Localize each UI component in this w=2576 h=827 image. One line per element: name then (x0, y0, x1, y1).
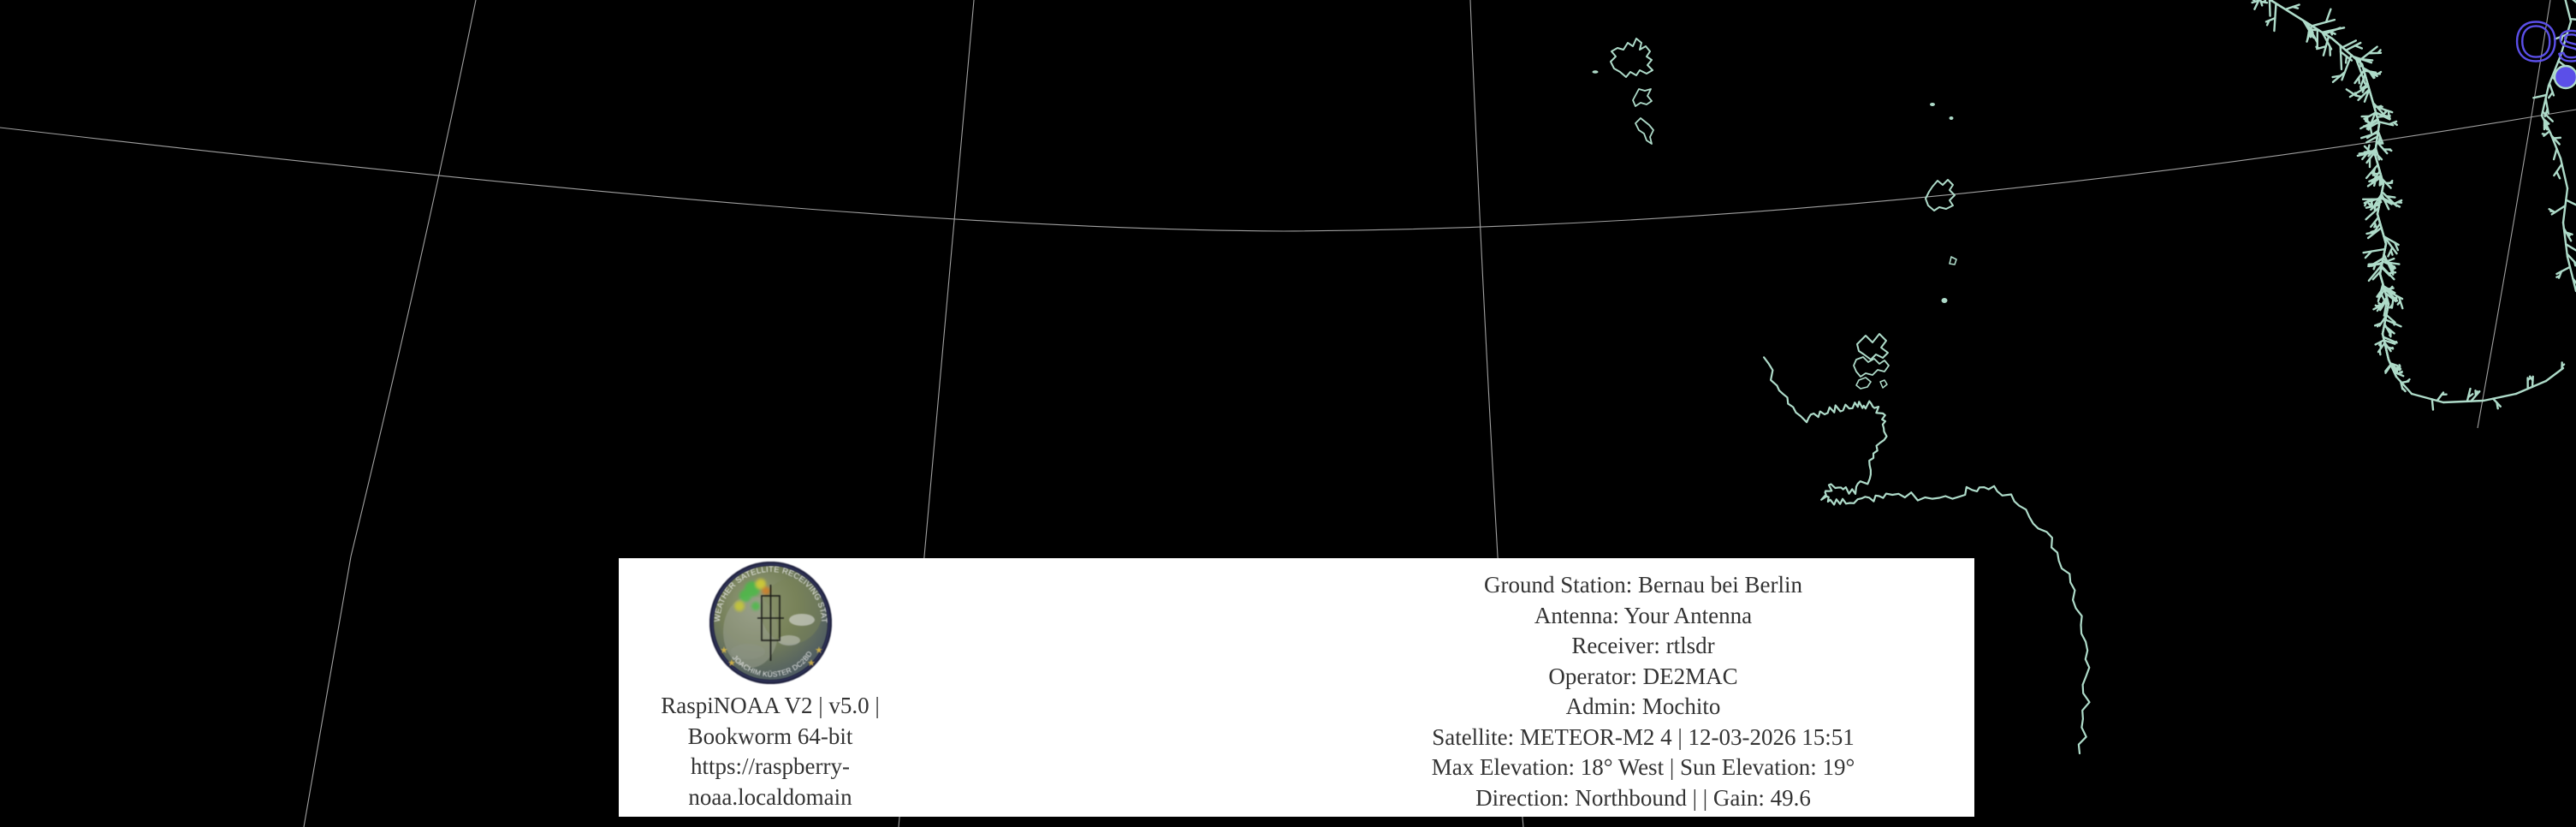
svg-text:★: ★ (815, 646, 823, 656)
svg-text:★: ★ (720, 646, 728, 656)
svg-text:Oslo: Oslo (2514, 10, 2576, 73)
